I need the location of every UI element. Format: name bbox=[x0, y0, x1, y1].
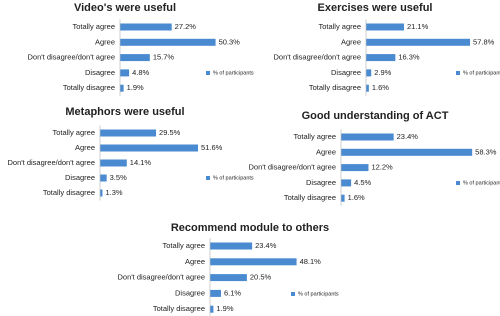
bar bbox=[120, 38, 216, 46]
value-label: 1.6% bbox=[348, 193, 365, 202]
category-label: Totally agree bbox=[293, 132, 336, 141]
value-label: 57.8% bbox=[473, 37, 495, 46]
legend-label: % of participants bbox=[463, 180, 500, 186]
value-label: 27.2% bbox=[175, 22, 197, 31]
legend-label: % of participants bbox=[213, 175, 254, 181]
value-label: 1.3% bbox=[105, 188, 122, 197]
bar bbox=[210, 289, 221, 297]
bar bbox=[210, 305, 214, 313]
value-label: 58.3% bbox=[475, 147, 497, 156]
bar-chart: Exercises were useful Totally agree 21.1% A… bbox=[273, 2, 500, 96]
value-label: 4.5% bbox=[354, 178, 371, 187]
value-label: 16.3% bbox=[398, 53, 420, 62]
value-label: 12.2% bbox=[371, 163, 393, 172]
legend-swatch bbox=[456, 181, 460, 185]
bar bbox=[100, 174, 107, 182]
bar bbox=[100, 159, 127, 167]
value-label: 48.1% bbox=[300, 257, 322, 266]
value-label: 20.5% bbox=[250, 273, 272, 282]
value-label: 1.9% bbox=[127, 83, 144, 92]
legend-label: % of participants bbox=[463, 70, 500, 76]
value-label: 6.1% bbox=[224, 288, 241, 297]
bar bbox=[366, 54, 396, 62]
category-label: Totally disagree bbox=[284, 193, 336, 202]
bar-chart: Video's were useful Totally agree 27.2% Agr… bbox=[27, 2, 254, 96]
value-label: 3.5% bbox=[110, 173, 127, 182]
value-label: 21.1% bbox=[407, 22, 429, 31]
bar bbox=[366, 69, 372, 77]
legend-swatch bbox=[206, 176, 210, 180]
value-label: 23.4% bbox=[397, 132, 419, 141]
chart-title: Good understanding of ACT bbox=[302, 110, 449, 122]
bar-chart: Recommend module to others Totally agree 2… bbox=[117, 222, 339, 316]
bar bbox=[366, 23, 404, 31]
bar bbox=[120, 84, 124, 92]
category-label: Agree bbox=[316, 147, 336, 156]
bar-chart: Metaphors were useful Totally agree 29.5% A… bbox=[7, 106, 254, 201]
bar-chart: Good understanding of ACT Totally agree 23… bbox=[248, 110, 500, 206]
category-label: Totally disagree bbox=[153, 304, 205, 313]
value-label: 15.7% bbox=[153, 53, 175, 62]
category-label: Don't disagree/don't agree bbox=[7, 158, 95, 167]
bar bbox=[341, 148, 473, 156]
category-label: Don't disagree/don't agree bbox=[117, 273, 205, 282]
bar bbox=[120, 69, 130, 77]
value-label: 2.9% bbox=[374, 68, 391, 77]
category-label: Totally disagree bbox=[63, 83, 115, 92]
value-label: 1.9% bbox=[216, 304, 233, 313]
bar bbox=[210, 274, 247, 282]
category-label: Totally disagree bbox=[309, 83, 361, 92]
category-label: Agree bbox=[341, 37, 361, 46]
chart-title: Video's were useful bbox=[74, 2, 176, 14]
bar bbox=[210, 258, 297, 266]
bar bbox=[120, 54, 150, 62]
category-label: Disagree bbox=[175, 288, 205, 297]
category-label: Disagree bbox=[331, 68, 361, 77]
category-label: Disagree bbox=[65, 173, 95, 182]
value-label: 1.6% bbox=[372, 83, 389, 92]
bar bbox=[210, 242, 253, 250]
category-label: Agree bbox=[75, 143, 95, 152]
bar bbox=[100, 189, 103, 197]
chart-title: Exercises were useful bbox=[318, 2, 433, 14]
category-label: Don't disagree/don't agree bbox=[248, 163, 336, 172]
bar bbox=[120, 23, 172, 31]
legend-label: % of participants bbox=[213, 70, 254, 76]
legend-swatch bbox=[456, 71, 460, 75]
category-label: Agree bbox=[95, 37, 115, 46]
chart-title: Metaphors were useful bbox=[65, 106, 184, 118]
chart-title: Recommend module to others bbox=[171, 222, 329, 234]
category-label: Don't disagree/don't agree bbox=[27, 53, 115, 62]
bar bbox=[341, 194, 345, 202]
category-label: Totally agree bbox=[318, 22, 361, 31]
legend-swatch bbox=[206, 71, 210, 75]
bar bbox=[100, 129, 157, 137]
value-label: 29.5% bbox=[159, 128, 181, 137]
bar bbox=[100, 144, 199, 152]
category-label: Agree bbox=[185, 257, 205, 266]
category-label: Totally disagree bbox=[43, 188, 95, 197]
bar bbox=[341, 133, 394, 141]
bar bbox=[366, 38, 471, 46]
value-label: 51.6% bbox=[201, 143, 223, 152]
bar bbox=[366, 84, 369, 92]
legend-label: % of participants bbox=[298, 291, 339, 297]
legend-swatch bbox=[291, 292, 295, 296]
category-label: Don't disagree/don't agree bbox=[273, 53, 361, 62]
value-label: 14.1% bbox=[130, 158, 152, 167]
value-label: 50.3% bbox=[219, 37, 241, 46]
value-label: 4.8% bbox=[132, 68, 149, 77]
category-label: Totally agree bbox=[52, 128, 95, 137]
category-label: Totally agree bbox=[162, 241, 205, 250]
bar bbox=[341, 179, 352, 187]
bar bbox=[341, 164, 369, 172]
category-label: Disagree bbox=[306, 178, 336, 187]
category-label: Disagree bbox=[85, 68, 115, 77]
value-label: 23.4% bbox=[255, 241, 277, 250]
category-label: Totally agree bbox=[72, 22, 115, 31]
